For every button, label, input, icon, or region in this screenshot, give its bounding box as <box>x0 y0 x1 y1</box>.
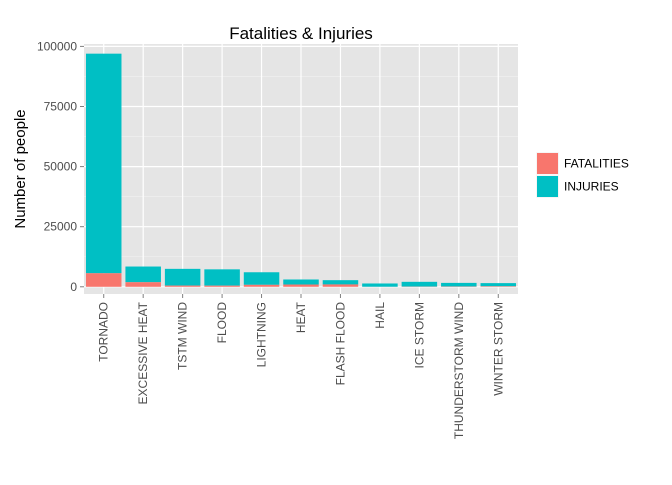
bar-injuries <box>283 279 319 284</box>
x-tick-label: ICE STORM <box>412 302 426 368</box>
legend-label: FATALITIES <box>564 157 629 171</box>
y-tick-label: 75000 <box>44 100 78 114</box>
y-tick-label: 100000 <box>37 39 77 53</box>
x-tick-label: WINTER STORM <box>491 302 505 396</box>
bar-fatalities <box>323 284 359 286</box>
bar-injuries <box>323 280 359 284</box>
bar-fatalities <box>283 285 319 287</box>
chart-title: Fatalities & Injuries <box>229 24 373 43</box>
y-axis-label: Number of people <box>12 109 29 228</box>
x-axis-ticks: TORNADO EXCESSIVE HEAT TSTM WIND FLOOD LIGHT… <box>97 294 506 439</box>
y-tick-label: 25000 <box>44 220 78 234</box>
y-tick-label: 50000 <box>44 160 78 174</box>
x-tick-label: THUNDERSTORM WIND <box>452 302 466 439</box>
x-tick-label: FLOOD <box>215 302 229 344</box>
x-tick-label: LIGHTNING <box>255 302 269 367</box>
bar-fatalities <box>165 286 201 287</box>
legend-label: INJURIES <box>564 180 619 194</box>
x-tick-label: EXCESSIVE HEAT <box>136 301 150 404</box>
x-tick-label: TSTM WIND <box>176 302 190 370</box>
legend-key-fatalities <box>537 153 558 174</box>
x-tick-label: HAIL <box>373 302 387 329</box>
x-tick-label: TORNADO <box>97 302 111 362</box>
y-tick-label: 0 <box>70 280 77 294</box>
bar-injuries <box>362 283 398 286</box>
bar-injuries <box>204 269 240 285</box>
bar-injuries <box>441 283 477 287</box>
bar-injuries <box>402 282 438 287</box>
bar-injuries <box>481 283 517 286</box>
bar-injuries <box>125 267 161 283</box>
y-axis-ticks: 0 25000 50000 75000 100000 <box>37 39 84 293</box>
x-tick-label: HEAT <box>294 301 308 333</box>
bar-injuries <box>165 269 201 286</box>
bar-fatalities <box>125 282 161 287</box>
bar-fatalities <box>204 286 240 287</box>
bar-fatalities <box>244 285 280 287</box>
legend: FATALITIES INJURIES <box>536 152 629 198</box>
bar-injuries <box>244 272 280 285</box>
legend-key-injuries <box>537 176 558 197</box>
bar-injuries <box>86 54 122 274</box>
bar-fatalities <box>86 273 122 287</box>
x-tick-label: FLASH FLOOD <box>333 302 347 386</box>
